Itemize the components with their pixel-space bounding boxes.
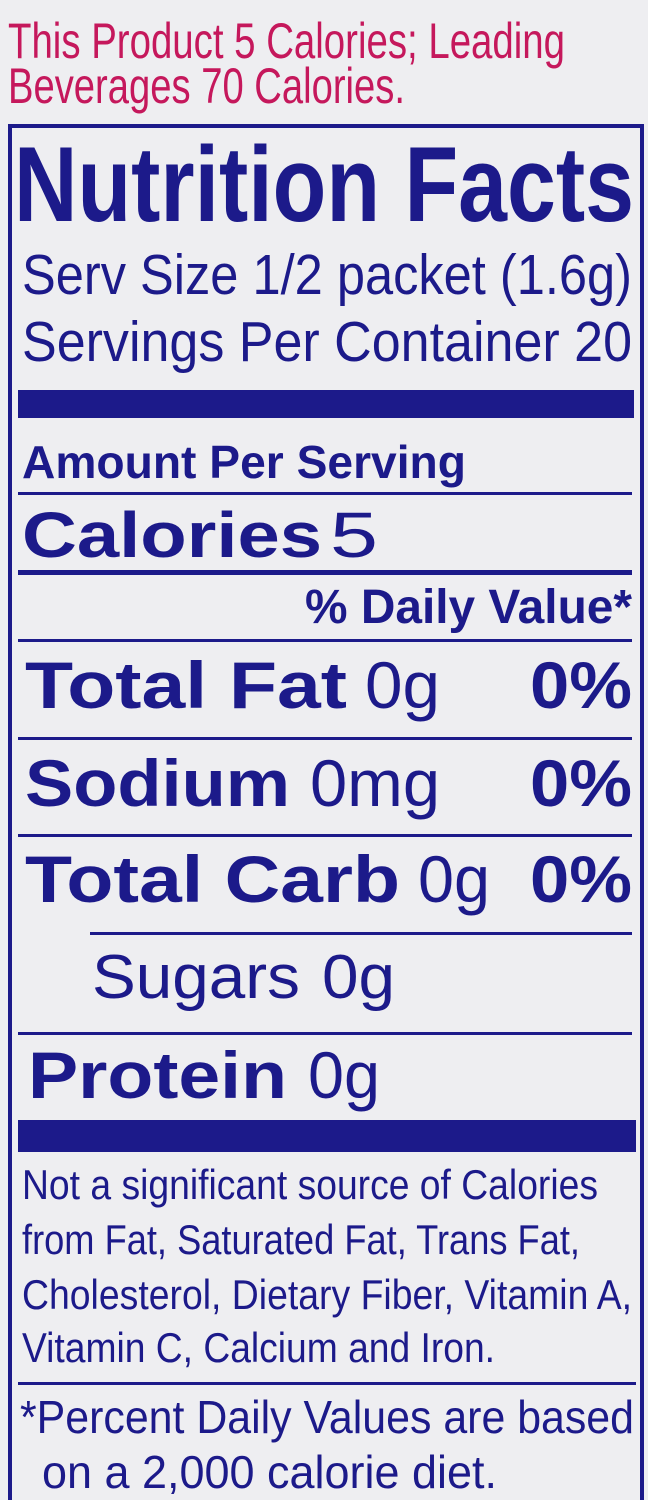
not-significant-line: Not a significant source of Calories xyxy=(22,1161,598,1208)
nutrient-label-sodium: Sodium xyxy=(25,746,290,820)
box-top-border xyxy=(8,124,644,128)
box-left-border xyxy=(8,124,12,1500)
footnote-line: on a 2,000 calorie diet. xyxy=(42,1446,497,1498)
nutrient-amount-sodium: 0mg xyxy=(310,746,440,820)
not-significant-line: Cholesterol, Dietary Fiber, Vitamin A, xyxy=(22,1271,632,1318)
thick-divider xyxy=(18,390,634,418)
daily-value-header: % Daily Value* xyxy=(305,581,632,634)
nutrient-amount-total-fat: 0g xyxy=(365,648,440,722)
calories-label: Calories xyxy=(22,499,322,571)
divider xyxy=(18,492,632,495)
divider xyxy=(18,639,632,642)
nutrient-label-total-fat: Total Fat xyxy=(25,648,347,722)
promo-line-2: Beverages 70 Calories. xyxy=(8,58,405,114)
thick-divider xyxy=(18,1120,636,1152)
nutrient-label-protein: Protein xyxy=(28,1038,287,1112)
calories-value: 5 xyxy=(330,499,378,571)
nutrient-dv-total-fat: 0% xyxy=(530,648,632,722)
amount-per-serving: Amount Per Serving xyxy=(22,436,466,488)
not-significant-line: Vitamin C, Calcium and Iron. xyxy=(22,1324,495,1371)
box-right-border xyxy=(640,124,644,1500)
nutrient-amount-protein: 0g xyxy=(308,1038,380,1112)
nutrient-dv-total-carb: 0% xyxy=(530,842,632,916)
servings-per-container: Servings Per Container 20 xyxy=(22,310,632,374)
divider xyxy=(18,737,632,740)
divider xyxy=(18,1032,632,1035)
divider xyxy=(18,834,632,837)
divider xyxy=(90,932,632,935)
footnote-line: *Percent Daily Values are based xyxy=(20,1391,634,1443)
nutrient-label-total-carb: Total Carb xyxy=(25,842,400,916)
nutrient-dv-sodium: 0% xyxy=(530,746,632,820)
nutrient-amount-total-carb: 0g xyxy=(418,842,490,916)
nutrient-amount-sugars: 0g xyxy=(322,943,395,1012)
nutrient-label-sugars: Sugars xyxy=(92,943,300,1012)
promo-line-1: This Product 5 Calories; Leading xyxy=(8,13,565,69)
serving-size: Serv Size 1/2 packet (1.6g) xyxy=(22,243,632,307)
divider xyxy=(18,1382,636,1385)
divider xyxy=(18,570,632,575)
not-significant-line: from Fat, Saturated Fat, Trans Fat, xyxy=(22,1216,580,1263)
label-title: Nutrition Facts xyxy=(14,124,634,244)
